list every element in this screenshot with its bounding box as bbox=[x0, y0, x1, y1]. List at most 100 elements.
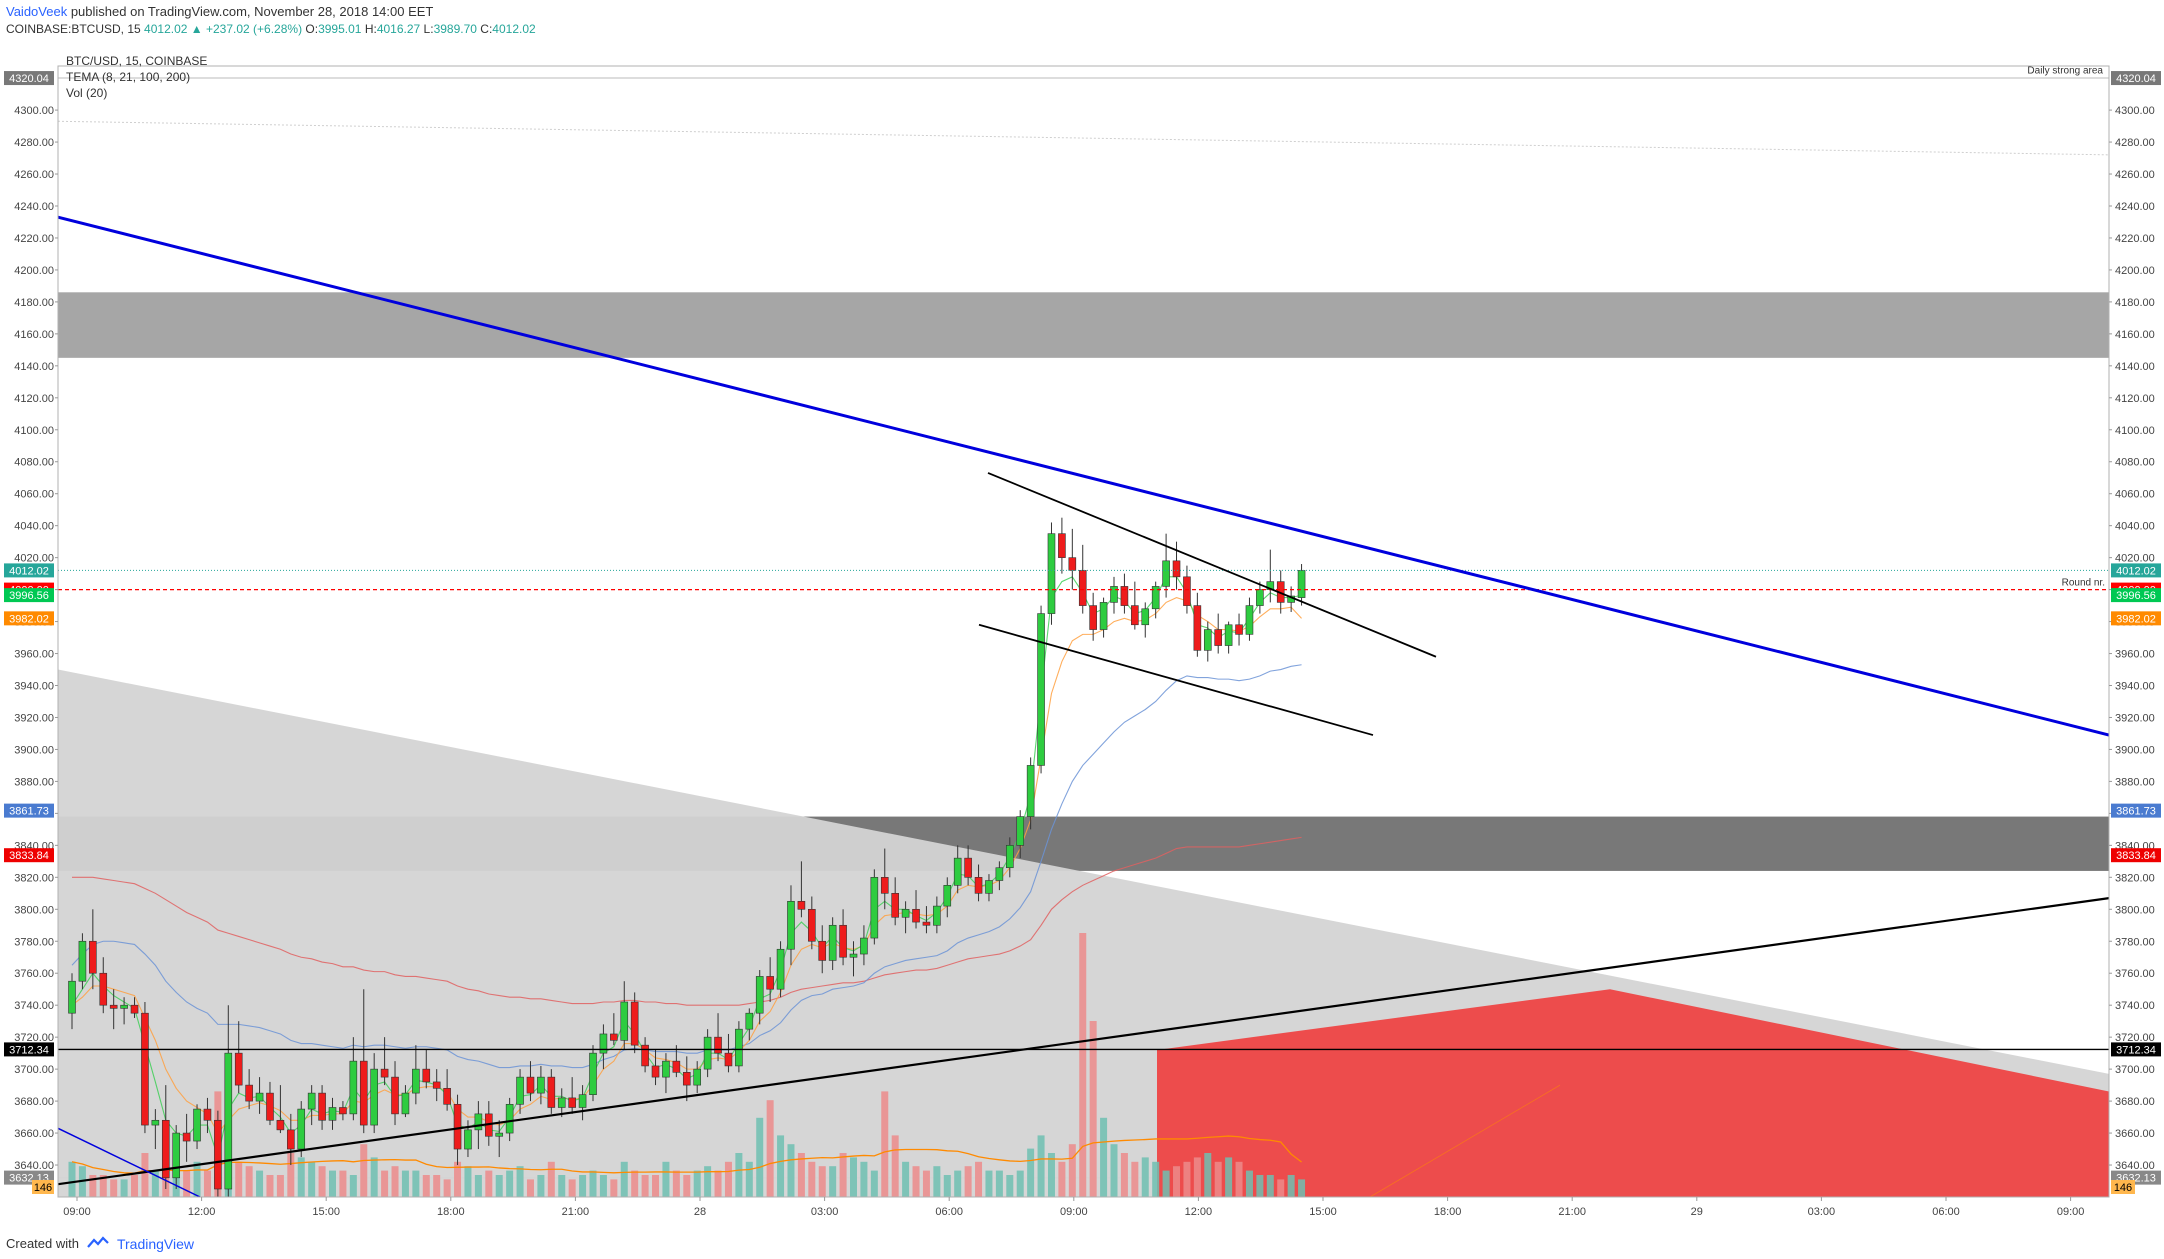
candle bbox=[745, 1008, 754, 1041]
volume-bar bbox=[672, 1170, 680, 1197]
candle bbox=[370, 1053, 378, 1134]
candle bbox=[1256, 581, 1264, 614]
candle-body bbox=[1162, 560, 1170, 587]
candle bbox=[630, 992, 639, 1054]
candle bbox=[505, 1097, 514, 1142]
candle-body bbox=[297, 1108, 306, 1150]
price-labels-layer: 4320.044320.044012.024012.024000.004000.… bbox=[4, 71, 2161, 1194]
candle bbox=[891, 877, 899, 926]
right-price-axis[interactable]: 3640.00 3660.00 3680.00 3700.00 3720.00 3740.… bbox=[2108, 66, 2155, 1197]
volume-bar bbox=[683, 1175, 691, 1197]
candle-body bbox=[161, 1119, 170, 1179]
volume-bar bbox=[787, 1144, 795, 1197]
y-tick-label-right: 3740.00 bbox=[2115, 1000, 2155, 1012]
y-tick-label-left: 4240.00 bbox=[14, 201, 54, 213]
candle-body bbox=[1068, 557, 1077, 571]
small-blue-line bbox=[57, 1127, 201, 1198]
price-label-right: 3982.02 bbox=[2116, 613, 2156, 625]
price-label-left: 3861.73 bbox=[9, 806, 49, 818]
price-label-left-bg bbox=[4, 611, 54, 626]
candle bbox=[99, 957, 108, 1014]
volume-bar bbox=[235, 1161, 243, 1197]
candle-body bbox=[1120, 586, 1129, 606]
candle bbox=[141, 1001, 149, 1134]
price-label-right-bg bbox=[2111, 803, 2161, 818]
candle-body bbox=[453, 1103, 462, 1150]
y-tick-label-right: 4240.00 bbox=[2115, 201, 2155, 213]
candle bbox=[526, 1061, 535, 1102]
volume-bar bbox=[599, 1175, 607, 1197]
x-tick-label: 29 bbox=[1691, 1206, 1703, 1218]
price-label-left-bg bbox=[4, 71, 54, 86]
candle bbox=[1047, 522, 1056, 625]
volume-bar bbox=[1037, 1135, 1045, 1197]
volume-bar bbox=[516, 1166, 524, 1197]
y-tick-label-right: 4040.00 bbox=[2115, 521, 2155, 533]
x-tick-label: 18:00 bbox=[437, 1206, 465, 1218]
left-price-axis[interactable]: 3640.00 3660.00 3680.00 3700.00 3720.00 3740.… bbox=[14, 66, 59, 1197]
price-label-right-bg bbox=[2111, 563, 2161, 578]
author-link[interactable]: VaidoVeek bbox=[6, 4, 68, 19]
volume-bar bbox=[724, 1161, 732, 1197]
candle bbox=[537, 1065, 545, 1105]
y-tick-label-left: 3960.00 bbox=[14, 649, 54, 661]
candle-body bbox=[1151, 586, 1160, 610]
candle bbox=[1245, 597, 1254, 641]
volume-bar bbox=[110, 1179, 118, 1197]
y-tick-label-right: 3640.00 bbox=[2115, 1160, 2155, 1172]
y-tick-label-left: 3700.00 bbox=[14, 1064, 54, 1076]
candle bbox=[985, 874, 993, 902]
candle-body bbox=[1245, 605, 1254, 635]
y-tick-label-left: 4200.00 bbox=[14, 265, 54, 277]
candle bbox=[620, 981, 629, 1050]
candle bbox=[964, 845, 972, 886]
x-tick-label: 03:00 bbox=[1808, 1206, 1836, 1218]
candle bbox=[943, 877, 952, 918]
candle bbox=[1058, 517, 1066, 574]
candle bbox=[735, 1021, 743, 1073]
volume-bar bbox=[589, 1170, 597, 1197]
volume-label-left-bg bbox=[32, 1180, 54, 1194]
y-tick-label-left: 3820.00 bbox=[14, 872, 54, 884]
candle-body bbox=[995, 867, 1004, 881]
candle bbox=[828, 917, 837, 971]
candle bbox=[1297, 564, 1306, 606]
volume-bar bbox=[797, 1153, 805, 1197]
price-label-right: 3833.84 bbox=[2116, 850, 2156, 862]
candle bbox=[1131, 581, 1139, 630]
volume-bar bbox=[902, 1161, 910, 1197]
candle bbox=[203, 1097, 212, 1134]
candle-body bbox=[68, 980, 76, 1014]
volume-bar bbox=[735, 1153, 743, 1197]
y-tick-label-right: 3820.00 bbox=[2115, 872, 2155, 884]
x-tick-label: 09:00 bbox=[63, 1206, 91, 1218]
candle bbox=[1005, 837, 1014, 878]
candle-body bbox=[234, 1052, 243, 1086]
price-label-right: 4320.04 bbox=[2116, 73, 2156, 85]
tradingview-brand-link[interactable]: TradingView bbox=[116, 1235, 195, 1252]
candle-body bbox=[1141, 608, 1150, 626]
y-tick-label-right: 4300.00 bbox=[2115, 105, 2155, 117]
candle-body bbox=[839, 924, 847, 958]
volume-ma-line bbox=[71, 1135, 1302, 1174]
candle-body bbox=[1089, 605, 1097, 630]
volume-bar bbox=[183, 1170, 191, 1197]
high-value: 4016.27 bbox=[376, 22, 421, 36]
time-axis[interactable]: 09:00 12:00 15:00 18:00 21:00 28 03:00 06:00 09:… bbox=[58, 1196, 2109, 1218]
y-tick-label-right: 4100.00 bbox=[2115, 425, 2155, 437]
volume-bar bbox=[1183, 1161, 1191, 1197]
candle bbox=[276, 1085, 285, 1134]
candle-body bbox=[151, 1119, 160, 1126]
volume-bar bbox=[245, 1166, 253, 1197]
volume-bar bbox=[391, 1166, 399, 1197]
volume-bar bbox=[474, 1175, 482, 1197]
candle-body bbox=[380, 1068, 389, 1078]
candle-body bbox=[1037, 613, 1045, 766]
publication-header: VaidoVeek published on TradingView.com, … bbox=[6, 4, 433, 19]
volume-bar bbox=[1006, 1175, 1014, 1197]
y-tick-label-left: 4260.00 bbox=[14, 169, 54, 181]
y-tick-label-left: 4060.00 bbox=[14, 489, 54, 501]
candle bbox=[755, 970, 764, 1025]
y-tick-label-left: 4020.00 bbox=[14, 553, 54, 565]
